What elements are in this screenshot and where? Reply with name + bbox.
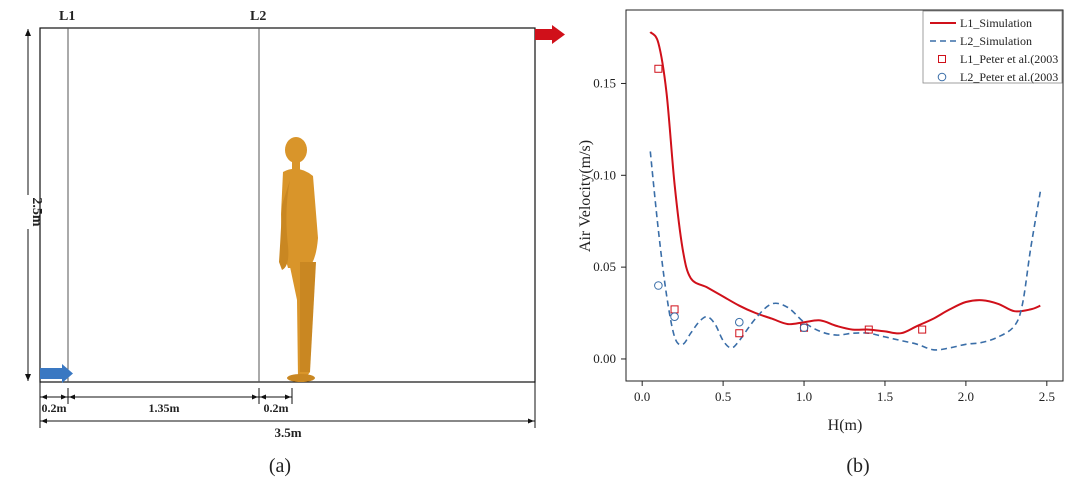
height-arrow-top-icon <box>25 29 31 36</box>
dim-total-width: 3.5m <box>274 425 301 440</box>
x-tick-label: 1.5 <box>877 389 893 404</box>
y-tick-label: 0.10 <box>593 167 616 182</box>
marker-circle <box>670 312 679 322</box>
plot-series <box>649 31 1042 351</box>
x-tick-label: 0.5 <box>715 389 731 404</box>
legend-label-l2-sim: L2_Simulation <box>960 34 1032 48</box>
caption-b: (b) <box>846 455 869 477</box>
series-line-0 <box>649 31 1041 335</box>
marker-square <box>864 325 873 334</box>
height-label-bg <box>21 195 35 229</box>
marker-square <box>918 325 927 334</box>
dim-1-35m: 1.35m <box>149 401 180 415</box>
legend-swatch-l1-exp <box>938 55 946 63</box>
legend-swatch-l2-exp <box>937 72 947 82</box>
x-tick-label: 2.0 <box>958 389 974 404</box>
marker-square <box>654 64 663 73</box>
marker-square <box>670 305 679 314</box>
legend-label-l1-sim: L1_Simulation <box>960 16 1032 30</box>
x-axis-label: H(m) <box>828 417 863 434</box>
marker-circle <box>654 281 663 290</box>
dimension-arrowheads <box>41 394 534 424</box>
panel-a: L1 L2 2.5m <box>21 9 565 477</box>
y-tick-label: 0.15 <box>593 75 616 90</box>
caption-a: (a) <box>269 455 291 477</box>
human-figure-icon <box>279 137 318 382</box>
legend: L1_Simulation L2_Simulation L1_Peter et … <box>922 10 1063 84</box>
height-arrow-bottom-icon <box>25 374 31 381</box>
y-axis-label: Air Velocity(m/s) <box>577 140 594 252</box>
legend-label-l1-exp: L1_Peter et al.(2003 <box>960 52 1058 66</box>
marker-circle <box>734 317 744 327</box>
y-tick-label: 0.00 <box>593 351 616 366</box>
inlet-arrow-icon <box>40 364 73 383</box>
dim-0-2m-left: 0.2m <box>42 401 67 415</box>
plot-frame <box>625 9 1064 382</box>
x-tick-label: 0.0 <box>634 389 650 404</box>
marker-square <box>735 329 744 338</box>
outlet-arrow-icon <box>535 25 565 44</box>
l1-label: L1 <box>59 9 75 24</box>
l2-label: L2 <box>250 9 266 24</box>
dim-0-2m-right: 0.2m <box>264 401 289 415</box>
y-axis: 0.00 0.05 0.10 0.15 <box>593 75 626 366</box>
panel-b: 0.0 0.5 1.0 1.5 2.0 2.5 0.00 0.05 0.10 0.15 H(m)… <box>577 9 1064 477</box>
series-line-1 <box>649 151 1042 351</box>
x-axis: 0.0 0.5 1.0 1.5 2.0 2.5 <box>634 381 1055 404</box>
bottom-dimensions <box>39 382 536 428</box>
y-tick-label: 0.05 <box>593 259 616 274</box>
x-tick-label: 1.0 <box>796 389 812 404</box>
height-label: 2.5m <box>29 197 44 227</box>
x-tick-label: 2.5 <box>1039 389 1055 404</box>
legend-label-l2-exp: L2_Peter et al.(2003 <box>960 70 1058 84</box>
marker-circle <box>799 323 809 333</box>
